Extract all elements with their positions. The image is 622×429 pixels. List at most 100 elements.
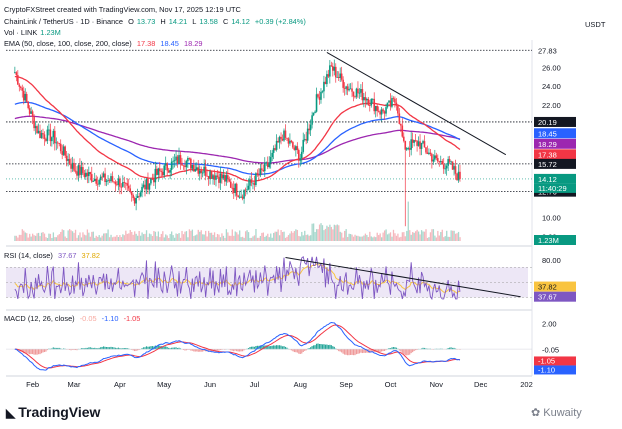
volume-bar xyxy=(440,232,442,241)
volume-bar xyxy=(23,230,25,241)
macd-histogram-bar xyxy=(321,344,324,350)
macd-histogram-bar xyxy=(244,349,247,350)
volume-bar xyxy=(358,236,361,241)
macd-value: -1.10 xyxy=(101,314,119,323)
rsi-value: 37.67 xyxy=(57,251,77,260)
candle-body xyxy=(258,174,260,176)
macd-histogram-bar xyxy=(116,348,118,350)
macd-histogram-bar xyxy=(173,347,176,350)
volume-bar xyxy=(233,235,235,241)
candle-body xyxy=(431,154,433,162)
candle-body xyxy=(151,178,154,180)
macd-histogram-bar xyxy=(40,349,43,354)
candle-body xyxy=(188,158,191,159)
macd-histogram-bar xyxy=(363,349,365,353)
candle-body xyxy=(287,138,290,144)
volume-bar xyxy=(97,236,99,241)
volume-bar xyxy=(381,237,383,241)
candle-body xyxy=(30,111,32,114)
volume-bar xyxy=(450,230,452,241)
candle-body xyxy=(28,108,31,114)
candle-body xyxy=(227,175,229,180)
candle-body xyxy=(439,161,442,162)
macd-histogram-bar xyxy=(114,347,117,350)
macd-histogram-bar xyxy=(113,347,115,350)
volume-bar xyxy=(441,229,443,241)
time-tick-label: Dec xyxy=(474,380,488,389)
candle-body xyxy=(203,166,205,173)
candle-body xyxy=(361,88,364,101)
macd-histogram-bar xyxy=(43,349,46,353)
macd-histogram-bar xyxy=(249,347,251,350)
macd-histogram-bar xyxy=(341,349,343,353)
volume-bar xyxy=(449,236,451,241)
volume-bar xyxy=(335,225,337,241)
macd-histogram-bar xyxy=(253,346,256,350)
volume-bar xyxy=(148,233,151,241)
candle-body xyxy=(105,180,108,182)
candle-body xyxy=(219,173,222,183)
macd-histogram-bar xyxy=(317,343,319,350)
volume-bar xyxy=(431,229,433,241)
rsi-trendline xyxy=(285,257,521,298)
volume-bar xyxy=(134,231,136,241)
macd-histogram-bar xyxy=(27,349,29,354)
price-tag xyxy=(534,45,576,56)
volume-bar xyxy=(317,229,319,241)
macd-histogram-bar xyxy=(123,348,125,350)
macd-histogram-bar xyxy=(202,349,204,352)
macd-histogram-bar xyxy=(94,347,96,350)
volume-bar xyxy=(123,235,126,241)
volume-bar xyxy=(301,231,303,241)
candle-body xyxy=(379,111,381,115)
volume-bar xyxy=(179,237,182,241)
volume-bar xyxy=(63,230,65,241)
volume-bar xyxy=(259,235,262,241)
candle-body xyxy=(235,183,238,196)
volume-bar xyxy=(117,236,120,241)
macd-histogram-bar xyxy=(131,349,133,350)
volume-bar xyxy=(141,232,143,241)
candle-body xyxy=(419,141,421,149)
volume-bar xyxy=(231,229,233,241)
volume-bar xyxy=(417,231,420,241)
volume-bar xyxy=(446,230,448,241)
macd-histogram-bar xyxy=(376,349,378,352)
macd-histogram-bar xyxy=(168,347,170,350)
macd-histogram-bar xyxy=(370,349,372,353)
volume-bar xyxy=(242,236,244,241)
ohlc-low: 13.58 xyxy=(199,17,218,26)
volume-bar xyxy=(71,231,74,241)
volume-bar xyxy=(287,235,290,241)
candle-body xyxy=(195,167,198,170)
macd-histogram-bar xyxy=(166,347,168,350)
candle-body xyxy=(74,170,77,172)
candle-body xyxy=(277,140,279,143)
volume-bar xyxy=(352,236,355,241)
volume-bar xyxy=(228,235,230,241)
volume-bar xyxy=(114,236,117,241)
volume-bar xyxy=(299,236,301,241)
macd-histogram-bar xyxy=(36,349,38,355)
candle-body xyxy=(376,105,378,111)
macd-histogram-bar xyxy=(32,349,34,355)
volume-bar xyxy=(154,231,157,241)
volume-bar xyxy=(165,234,167,241)
candle-body xyxy=(136,195,139,198)
candle-body xyxy=(256,173,259,175)
candle-body xyxy=(300,151,303,159)
volume-bar xyxy=(305,234,307,241)
time-tick-label: Jun xyxy=(204,380,216,389)
tradingview-logo: ◣ TradingView xyxy=(6,404,100,420)
volume-bar xyxy=(224,237,226,241)
volume-bar xyxy=(43,233,46,241)
time-tick-label: Aug xyxy=(294,380,307,389)
candle-body xyxy=(122,182,124,187)
volume-bar xyxy=(243,237,245,241)
macd-histogram-bar xyxy=(122,348,124,350)
candle-body xyxy=(318,96,321,100)
candle-body xyxy=(413,140,415,143)
candle-body xyxy=(426,152,429,155)
candle-body xyxy=(407,148,410,149)
macd-histogram-bar xyxy=(178,347,180,350)
